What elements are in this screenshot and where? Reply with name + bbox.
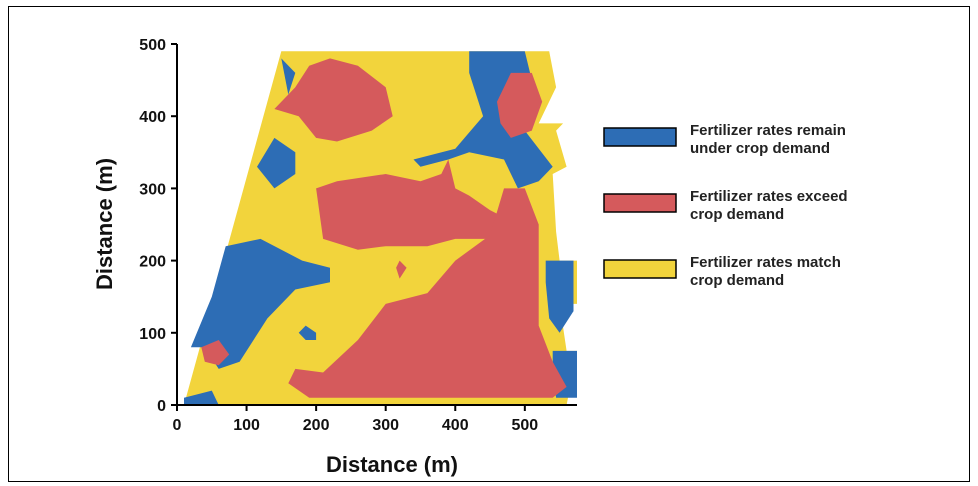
region-exceed-9	[274, 58, 393, 142]
y-axis-title: Distance (m)	[92, 158, 117, 290]
region-exceed-8	[201, 340, 230, 366]
x-tick-label: 300	[372, 417, 399, 434]
legend-label-under: Fertilizer rates remain	[690, 122, 846, 139]
legend-swatch-match	[603, 259, 677, 279]
legend-label-exceed: crop demand	[690, 206, 784, 223]
axes: 0 100 200 300 400 500 0 100 200 300 400 500	[139, 37, 577, 434]
x-tick-label: 100	[233, 417, 260, 434]
region-under-0	[184, 390, 219, 405]
y-tick-label: 0	[157, 398, 166, 415]
y-tick-label: 500	[139, 37, 166, 54]
x-axis-title: Distance (m)	[326, 452, 458, 477]
region-exceed-13	[497, 72, 543, 138]
x-tick-label: 400	[442, 417, 469, 434]
y-tick-label: 100	[139, 326, 166, 343]
legend-swatch-exceed	[603, 193, 677, 213]
x-tick-label: 0	[173, 417, 182, 434]
legend-label-match: Fertilizer rates match	[690, 254, 841, 271]
y-tick-label: 200	[139, 254, 166, 271]
y-tick-label: 300	[139, 181, 166, 198]
legend-label-under: under crop demand	[690, 140, 830, 157]
map-plot-area	[184, 51, 577, 405]
legend-swatch-under	[603, 127, 677, 147]
region-under-3	[257, 137, 296, 189]
figure-frame	[8, 6, 970, 482]
y-tick-label: 400	[139, 109, 166, 126]
region-under-2	[298, 325, 317, 340]
x-tick-label: 500	[511, 417, 538, 434]
legend-label-match: crop demand	[690, 272, 784, 289]
region-under-1	[190, 238, 330, 369]
region-under-6	[545, 260, 574, 333]
x-tick-label: 200	[303, 417, 330, 434]
region-exceed-10	[316, 159, 511, 250]
legend-label-exceed: Fertilizer rates exceed	[690, 188, 848, 205]
region-under-4	[281, 58, 296, 95]
region-exceed-12	[288, 188, 567, 398]
region-exceed-11	[396, 260, 407, 279]
